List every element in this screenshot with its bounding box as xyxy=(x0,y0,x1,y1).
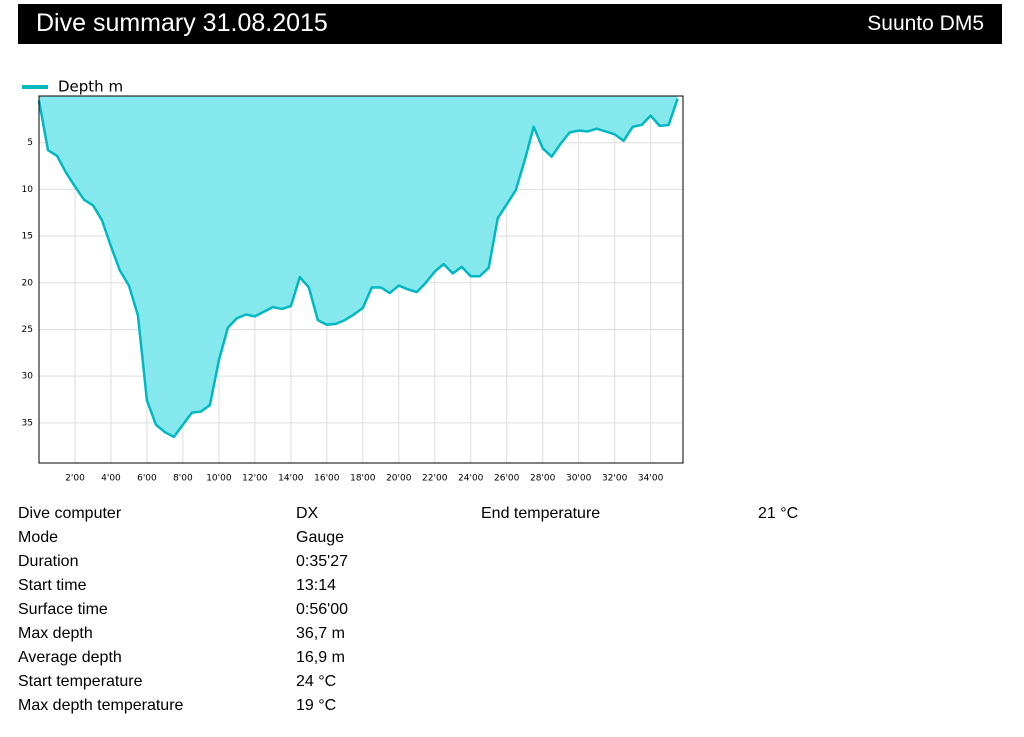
x-tick-label: 12'00 xyxy=(242,474,268,484)
x-tick-label: 16'00 xyxy=(314,474,340,484)
y-tick-label: 15 xyxy=(22,232,33,242)
info-value: Gauge xyxy=(296,529,345,546)
info-value: 0:35'27 xyxy=(296,553,348,570)
legend-label: Depth m xyxy=(58,78,123,96)
y-tick-label: 25 xyxy=(22,325,33,335)
x-tick-label: 34'00 xyxy=(638,474,664,484)
chart: 5 10 15 20 25 30 35 2'00 4'00 6'00 8'00 10'00 12'00 1… xyxy=(22,78,684,484)
x-tick-label: 32'00 xyxy=(602,474,628,484)
y-tick-label: 10 xyxy=(22,185,34,195)
plot-frame xyxy=(38,95,684,464)
x-tick-label: 4'00 xyxy=(101,474,121,484)
line xyxy=(37,98,679,439)
x-tick-label: 28'00 xyxy=(530,474,556,484)
header: Dive summary 31.08.2015 Suunto DM5 xyxy=(18,4,1002,44)
info-label: Average depth xyxy=(18,649,122,666)
x-tick-label: 26'00 xyxy=(494,474,520,484)
info-label: Start time xyxy=(18,577,87,594)
x-tick-label: 22'00 xyxy=(422,474,448,484)
info-label: Max depth temperature xyxy=(18,697,184,714)
info-value: DX xyxy=(296,505,319,522)
x-tick-label: 24'00 xyxy=(458,474,484,484)
y-tick-label: 20 xyxy=(22,278,34,288)
info-value: 24 °C xyxy=(296,673,337,690)
info-value: 16,9 m xyxy=(296,649,345,666)
x-tick-label: 8'00 xyxy=(173,474,193,484)
info-label: Max depth xyxy=(18,625,93,642)
y-tick-label: 30 xyxy=(22,372,34,382)
info-value: 36,7 m xyxy=(296,625,345,642)
title: Dive summary 31.08.2015 xyxy=(36,9,328,37)
info-label: Start temperature xyxy=(18,673,143,690)
x-tick-label: 6'00 xyxy=(137,474,157,484)
x-tick-label: 2'00 xyxy=(65,474,85,484)
x-tick-label: 20'00 xyxy=(386,474,412,484)
software: Suunto DM5 xyxy=(867,12,984,35)
y-tick-label: 5 xyxy=(27,138,33,148)
info-label: Mode xyxy=(18,529,59,546)
info-label: Surface time xyxy=(18,601,108,618)
info-value: 19 °C xyxy=(296,697,337,714)
x-tick-label: 10'00 xyxy=(206,474,232,484)
x-tick-label: 18'00 xyxy=(350,474,376,484)
area xyxy=(39,96,678,437)
x-tick-label: 14'00 xyxy=(278,474,304,484)
info-label: End temperature xyxy=(481,505,601,522)
info-value: 21 °C xyxy=(758,505,799,522)
info-label: Dive computer xyxy=(18,505,122,522)
y-tick-label: 35 xyxy=(22,418,33,428)
info-label: Duration xyxy=(18,553,79,570)
x-tick-label: 30'00 xyxy=(566,474,592,484)
info-value: 0:56'00 xyxy=(296,601,348,618)
info-value: 13:14 xyxy=(296,577,337,594)
